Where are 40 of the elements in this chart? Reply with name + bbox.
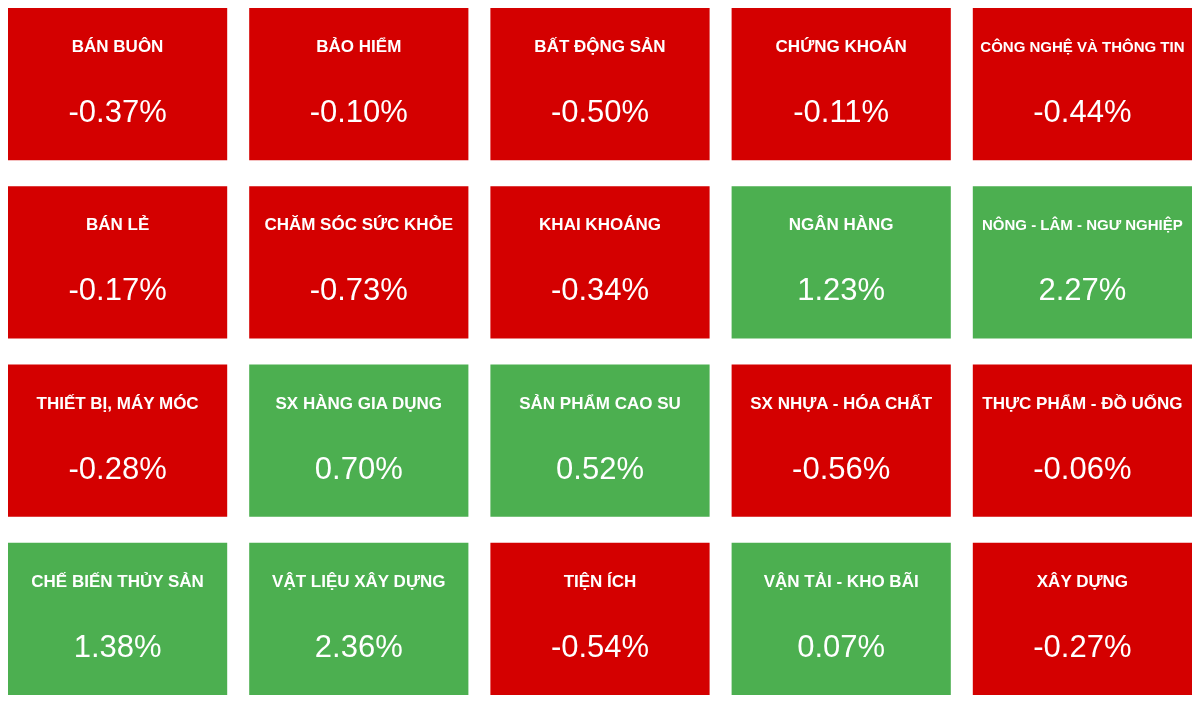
category-label: THIẾT BỊ, MÁY MÓC bbox=[36, 393, 199, 413]
category-label: BẤT ĐỘNG SẢN bbox=[534, 37, 666, 56]
data-label: -0.56% bbox=[792, 450, 891, 486]
data-label: -0.11% bbox=[793, 94, 890, 129]
data-label: -0.37% bbox=[68, 94, 167, 129]
data-label: -0.27% bbox=[1033, 628, 1132, 664]
category-label: SẢN PHẨM CAO SU bbox=[519, 393, 681, 413]
category-label: BẢO HIỂM bbox=[316, 37, 402, 56]
data-label: -0.73% bbox=[309, 272, 408, 308]
category-label: KHAI KHOÁNG bbox=[539, 215, 661, 235]
category-label: CÔNG NGHỆ VÀ THÔNG TIN bbox=[980, 38, 1185, 55]
data-label: -0.54% bbox=[550, 628, 650, 664]
category-label: SX NHỰA - HÓA CHẤT bbox=[750, 393, 933, 413]
data-label: -0.44% bbox=[1033, 94, 1132, 129]
category-label: TIỆN ÍCH bbox=[563, 571, 637, 591]
data-label: -0.28% bbox=[68, 450, 167, 486]
data-label: -0.50% bbox=[550, 94, 650, 129]
data-label: 1.23% bbox=[797, 272, 886, 308]
data-label: 1.38% bbox=[73, 628, 162, 664]
data-label: 0.07% bbox=[797, 628, 886, 664]
category-label: SX HÀNG GIA DỤNG bbox=[275, 393, 443, 413]
category-label: CHẾ BIẾN THỦY SẢN bbox=[31, 571, 204, 591]
data-label: -0.10% bbox=[309, 94, 408, 129]
category-label: NÔNG - LÂM - NGƯ NGHIỆP bbox=[982, 216, 1183, 234]
data-label: 0.70% bbox=[314, 450, 403, 486]
data-label: -0.17% bbox=[68, 272, 167, 308]
category-label: XÂY DỰNG bbox=[1036, 571, 1129, 591]
data-label: 2.27% bbox=[1038, 272, 1127, 308]
category-label: NGÂN HÀNG bbox=[788, 215, 894, 235]
data-label: 0.52% bbox=[556, 450, 644, 486]
data-label: -0.34% bbox=[550, 272, 650, 308]
category-label: VẬN TẢI - KHO BÃI bbox=[763, 570, 919, 591]
category-label: BÁN BUÔN bbox=[71, 37, 164, 56]
data-label: -0.06% bbox=[1033, 450, 1132, 486]
category-label: THỰC PHẨM - ĐỒ UỐNG bbox=[982, 392, 1183, 413]
category-label: VẬT LIỆU XÂY DỰNG bbox=[272, 571, 446, 591]
data-label: 2.36% bbox=[314, 628, 403, 664]
category-label: CHỨNG KHOÁN bbox=[775, 37, 907, 56]
category-label: BÁN LẺ bbox=[85, 215, 150, 235]
category-label: CHĂM SÓC SỨC KHỎE bbox=[264, 215, 454, 235]
